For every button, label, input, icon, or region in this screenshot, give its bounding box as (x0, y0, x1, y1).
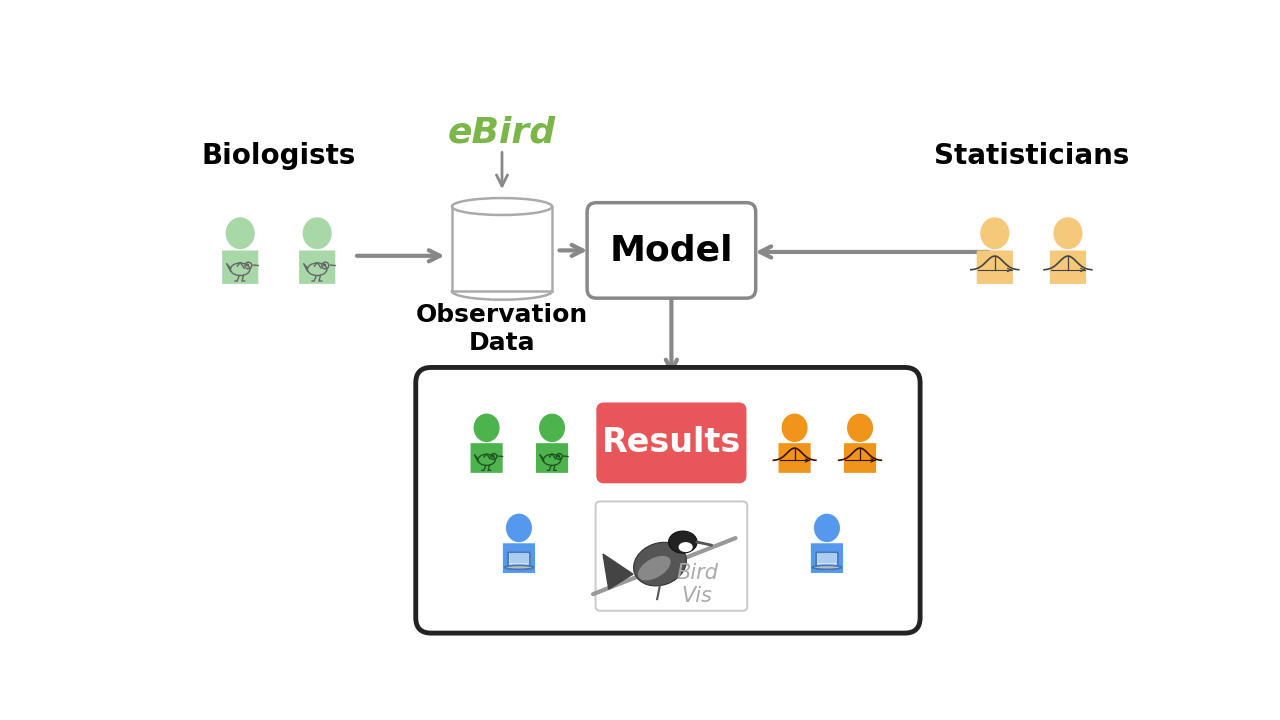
FancyBboxPatch shape (471, 443, 503, 473)
FancyBboxPatch shape (596, 402, 746, 483)
Bar (452, 207, 552, 291)
FancyBboxPatch shape (508, 552, 530, 566)
FancyBboxPatch shape (300, 251, 335, 284)
Text: Model: Model (609, 233, 733, 267)
Ellipse shape (634, 542, 686, 586)
FancyBboxPatch shape (818, 554, 836, 563)
Ellipse shape (303, 218, 332, 248)
FancyBboxPatch shape (817, 552, 837, 566)
Text: Observation
Data: Observation Data (416, 303, 588, 355)
FancyBboxPatch shape (844, 443, 876, 473)
Text: eBird: eBird (448, 116, 556, 150)
FancyBboxPatch shape (223, 251, 259, 284)
FancyBboxPatch shape (810, 544, 844, 573)
Ellipse shape (227, 218, 253, 248)
Ellipse shape (452, 283, 552, 300)
Ellipse shape (668, 531, 698, 553)
Ellipse shape (475, 414, 499, 441)
Ellipse shape (324, 264, 325, 266)
Ellipse shape (980, 218, 1009, 248)
Ellipse shape (507, 514, 531, 541)
Ellipse shape (637, 555, 671, 581)
FancyBboxPatch shape (595, 501, 748, 611)
Ellipse shape (493, 455, 494, 456)
FancyBboxPatch shape (503, 544, 535, 573)
FancyBboxPatch shape (588, 202, 755, 298)
Ellipse shape (847, 414, 873, 441)
Text: Statisticians: Statisticians (934, 142, 1129, 170)
Text: Results: Results (602, 426, 741, 459)
Polygon shape (603, 554, 632, 589)
Ellipse shape (452, 198, 552, 215)
FancyBboxPatch shape (778, 443, 810, 473)
Text: Biologists: Biologists (201, 142, 356, 170)
Ellipse shape (678, 542, 692, 552)
Ellipse shape (247, 264, 248, 266)
Ellipse shape (540, 414, 564, 441)
FancyBboxPatch shape (977, 251, 1012, 284)
Ellipse shape (814, 514, 840, 541)
Text: Bird
Vis: Bird Vis (676, 562, 718, 606)
FancyBboxPatch shape (536, 443, 568, 473)
Ellipse shape (813, 565, 841, 570)
FancyBboxPatch shape (416, 367, 920, 633)
Ellipse shape (558, 455, 559, 456)
Ellipse shape (504, 565, 534, 570)
FancyBboxPatch shape (509, 554, 529, 563)
Ellipse shape (782, 414, 806, 441)
Ellipse shape (1055, 218, 1082, 248)
FancyBboxPatch shape (1050, 251, 1085, 284)
